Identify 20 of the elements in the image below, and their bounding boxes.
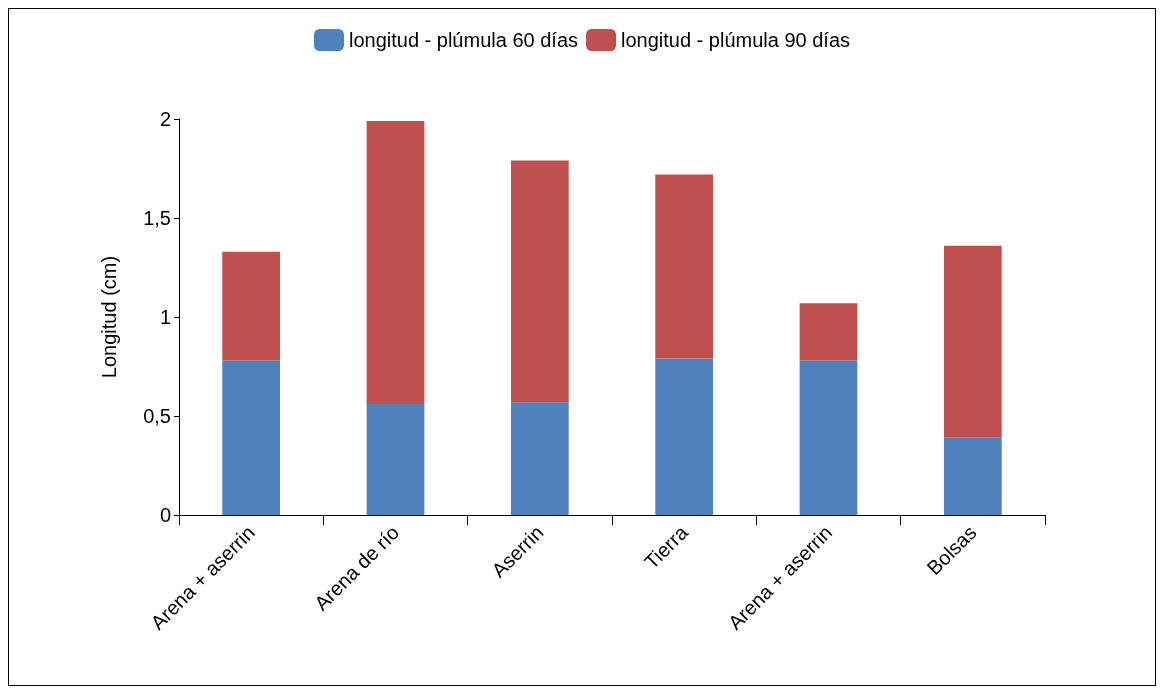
- bar: [943, 245, 1002, 438]
- y-tick-label: 0,5: [143, 405, 171, 427]
- y-tick-label: 1,5: [143, 207, 171, 229]
- y-tick-label: 2: [159, 108, 171, 130]
- bar: [510, 160, 569, 403]
- bar: [222, 251, 281, 361]
- y-tick-label: 1: [159, 306, 171, 328]
- bar: [655, 174, 714, 359]
- bar: [366, 404, 425, 515]
- bar: [510, 402, 569, 515]
- bar: [943, 437, 1002, 515]
- legend-label: longitud - plúmula 60 días: [348, 29, 579, 51]
- bar: [799, 303, 858, 361]
- bar: [655, 358, 714, 515]
- y-axis-title: Longitud (cm): [98, 255, 120, 379]
- y-tick-label: 0: [159, 504, 171, 526]
- legend-label: longitud - plúmula 90 días: [621, 29, 851, 51]
- bar: [799, 360, 858, 515]
- bar: [366, 120, 425, 405]
- bar: [222, 360, 281, 515]
